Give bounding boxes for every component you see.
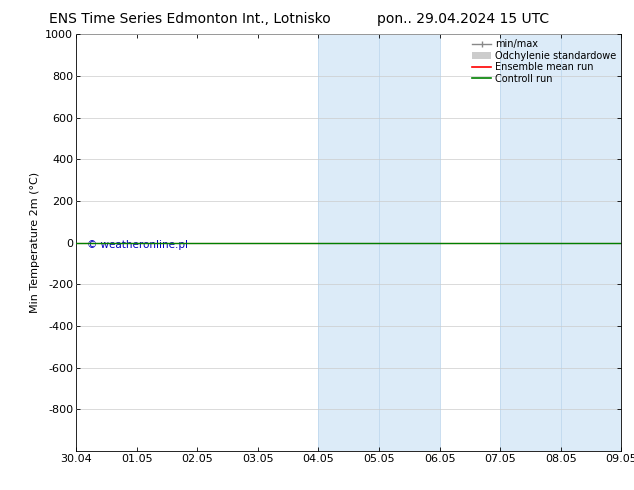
Legend: min/max, Odchylenie standardowe, Ensemble mean run, Controll run: min/max, Odchylenie standardowe, Ensembl… xyxy=(470,37,618,85)
Text: © weatheronline.pl: © weatheronline.pl xyxy=(87,240,188,249)
Bar xyxy=(500,34,621,451)
Text: pon.. 29.04.2024 15 UTC: pon.. 29.04.2024 15 UTC xyxy=(377,12,549,26)
Y-axis label: Min Temperature 2m (°C): Min Temperature 2m (°C) xyxy=(30,172,40,313)
Text: ENS Time Series Edmonton Int., Lotnisko: ENS Time Series Edmonton Int., Lotnisko xyxy=(49,12,331,26)
Bar xyxy=(318,34,439,451)
